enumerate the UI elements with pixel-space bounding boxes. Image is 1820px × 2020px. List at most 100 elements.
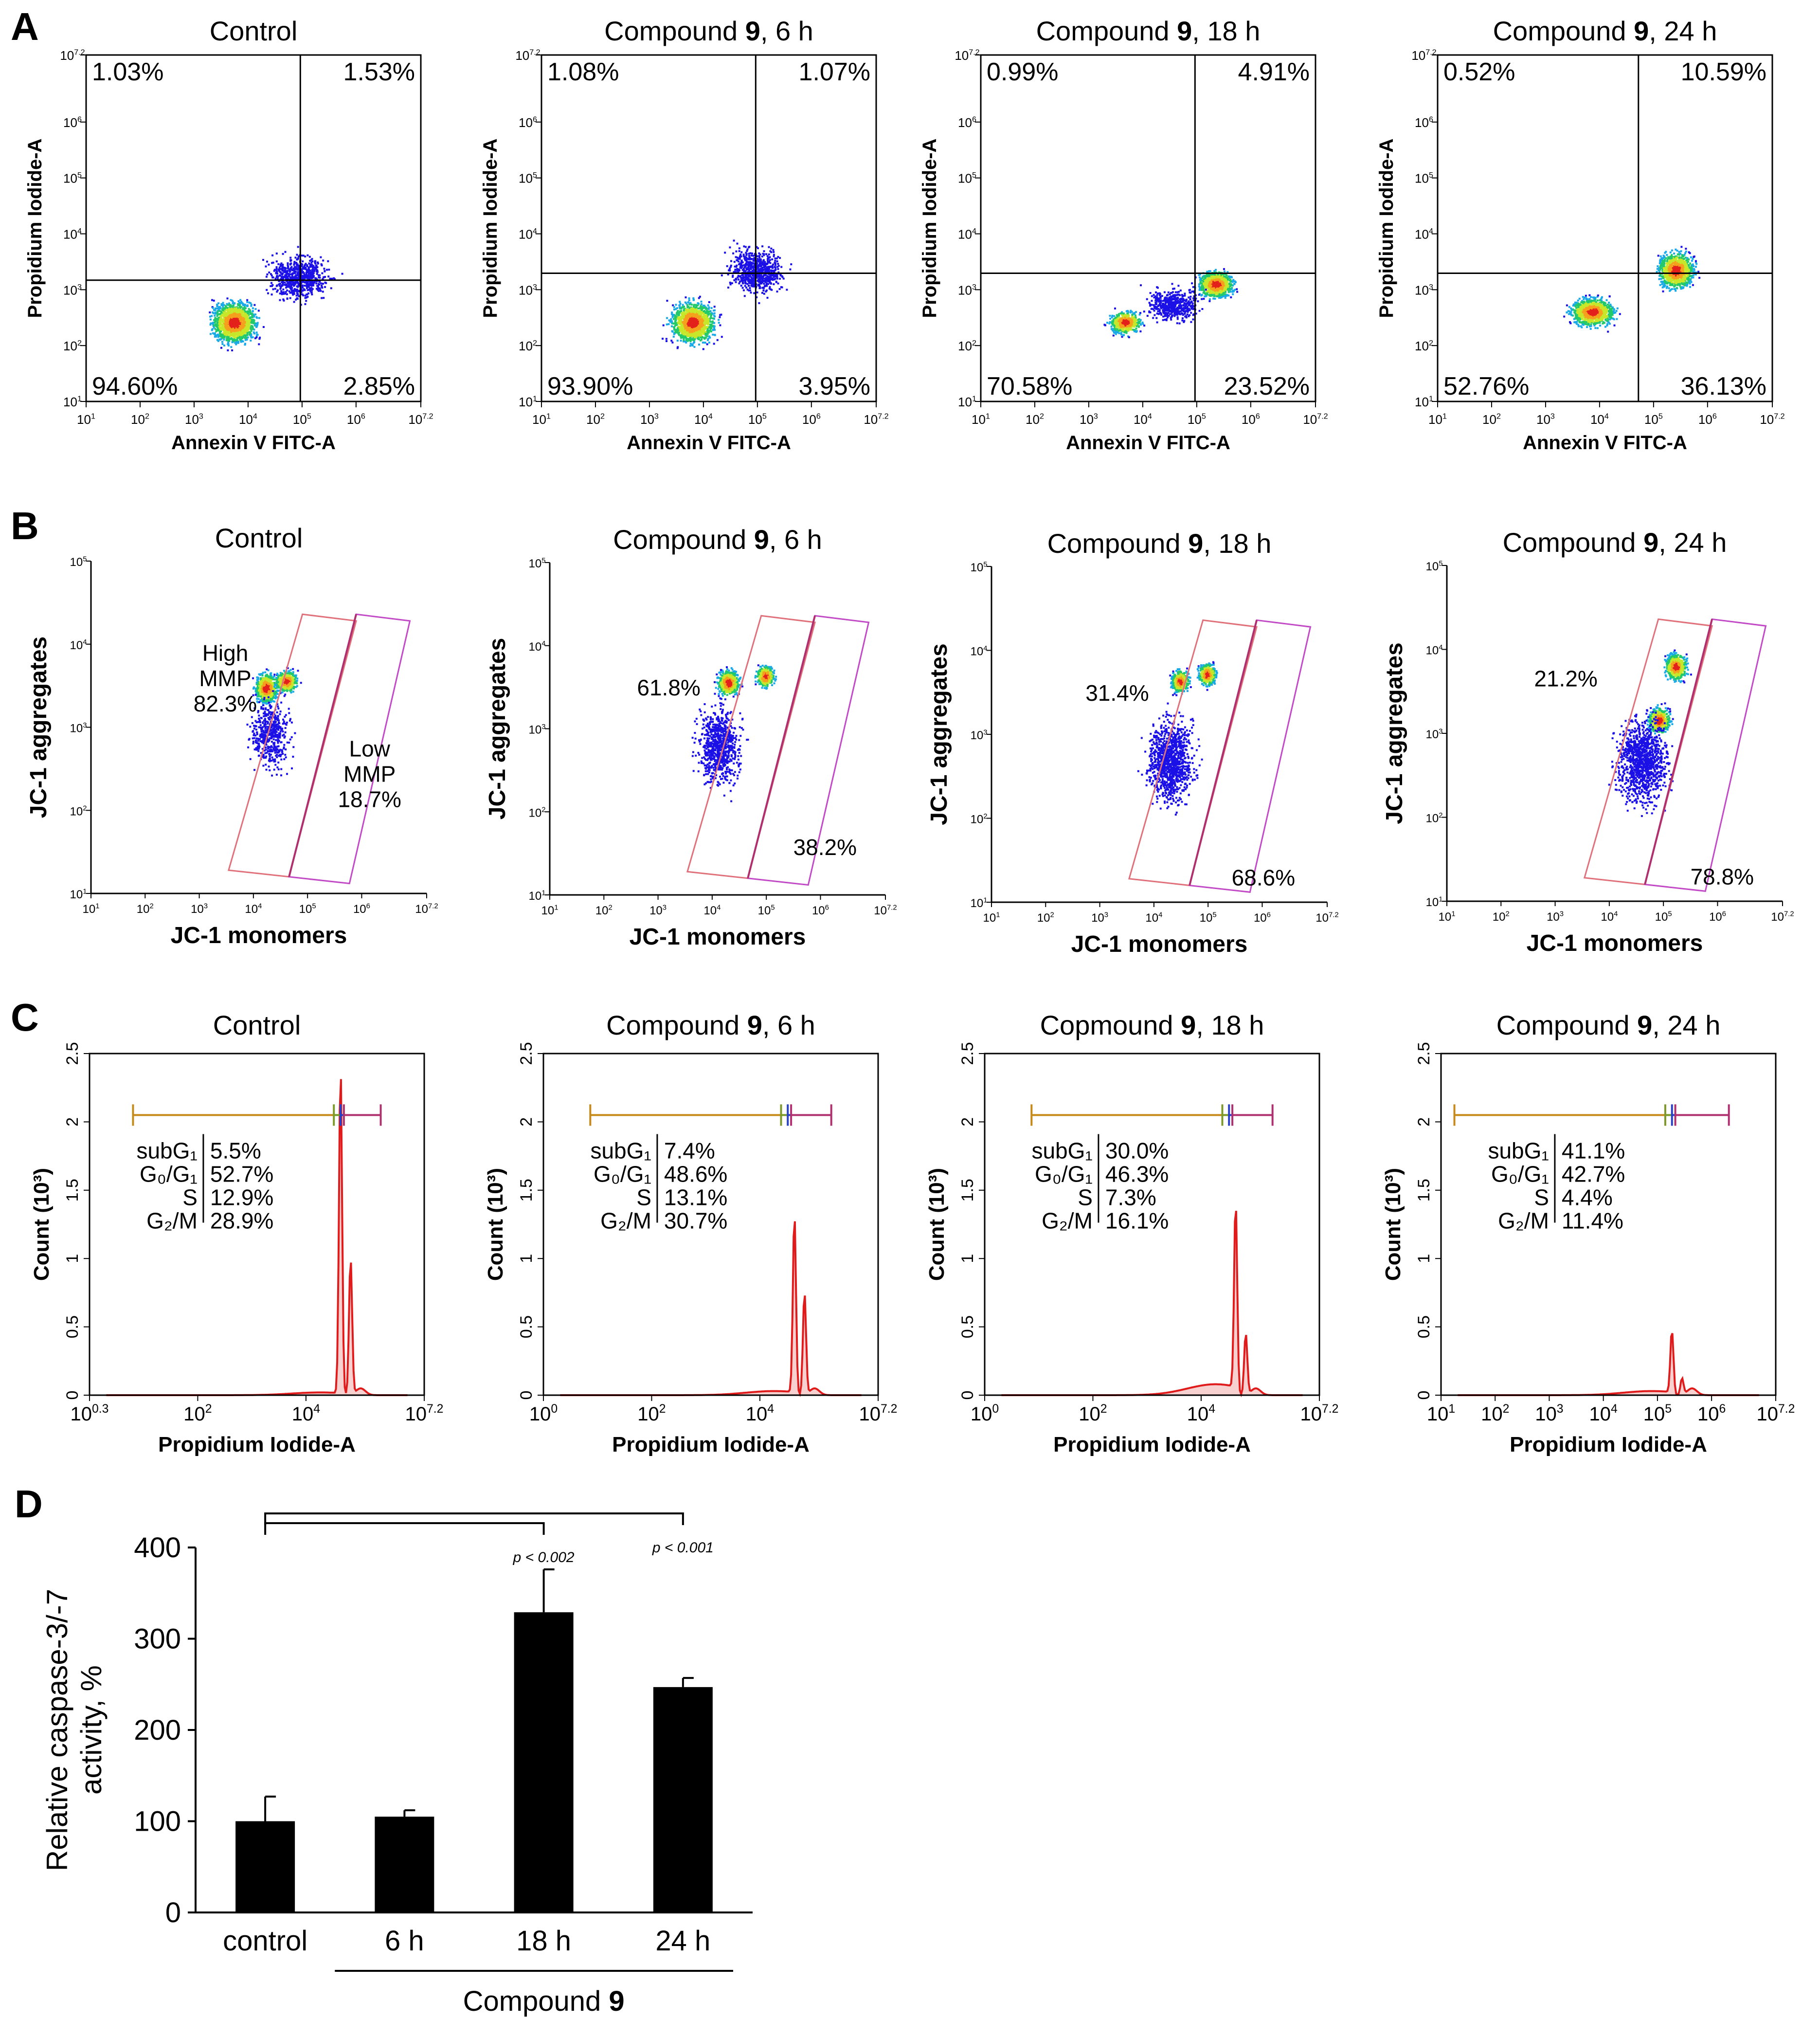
quadrant-upper-left-value: 1.03% [92, 58, 163, 86]
phase-value: 11.4% [1562, 1208, 1623, 1234]
tick-base: 10 [1079, 1403, 1100, 1425]
tick-exponent: 3 [1560, 910, 1564, 918]
phase-label: subG₁ [590, 1138, 651, 1164]
tick-exponent: 1 [986, 412, 990, 421]
tick-exponent: 5 [1202, 412, 1206, 421]
tick-exponent: 2 [1050, 911, 1054, 919]
tick-base: 10 [1415, 115, 1429, 130]
event-scatter [1103, 268, 1239, 339]
tick-base: 10 [529, 724, 542, 737]
y-tick-label: 1.5 [1415, 1179, 1433, 1201]
significance-bracket-2: p < 0.001 [264, 1512, 714, 1556]
tick-exponent: 4 [708, 412, 713, 421]
tick-base: 10 [63, 227, 77, 241]
tick-base: 10 [1643, 1403, 1665, 1425]
y-axis-label: Propidium Iodide-A [1376, 139, 1397, 318]
phase-value: 28.9% [210, 1208, 273, 1234]
y-tick-label: 104 [529, 640, 546, 654]
annexin-plot-4: Compound 9, 24 h 0.52% 10.59% 52.76% 36.13% 1… [1376, 16, 1785, 454]
y-tick-label: 107.2 [60, 48, 85, 63]
x-tick-label: 104 [1134, 412, 1152, 427]
y-tick-label: 107.2 [955, 48, 979, 63]
y-tick-label: 0 [1415, 1391, 1433, 1400]
tick-base: 10 [1026, 412, 1040, 427]
tick-base: 10 [185, 412, 199, 427]
y-tick-label: 102 [958, 339, 976, 353]
tick-base: 10 [972, 412, 986, 427]
tick-base: 10 [1655, 910, 1668, 924]
tick-exponent: 4 [1611, 1402, 1618, 1416]
x-tick-label: 102 [595, 904, 613, 917]
tick-exponent: 0 [551, 1402, 558, 1416]
tick-exponent: 5 [307, 412, 311, 421]
x-tick-label: 102 [131, 412, 149, 427]
y-axis-label: Count (10³) [925, 1168, 949, 1281]
x-tick-label: 104 [694, 412, 713, 427]
category-label: 18 h [516, 1925, 571, 1957]
y-tick-label: 2.5 [63, 1042, 82, 1065]
x-tick-label: 102 [1493, 910, 1510, 924]
y-tick-label: 103 [519, 283, 537, 297]
tick-exponent: 2 [541, 806, 545, 814]
tick-base: 10 [415, 903, 428, 916]
bracket-line [264, 1512, 684, 1525]
x-tick-label: 105 [1643, 1402, 1672, 1425]
plot-title: Compound 9, 24 h [1503, 527, 1727, 558]
y-tick-label: 103 [70, 722, 87, 735]
tick-exponent: 5 [972, 171, 976, 180]
y-tick-label: 104 [70, 638, 87, 652]
x-tick-label: 107.2 [864, 412, 888, 427]
x-tick-label: 105 [293, 412, 311, 427]
x-tick-label: 107.2 [415, 902, 438, 916]
tick-base: 10 [1091, 911, 1104, 925]
tick-exponent: 4 [541, 640, 545, 648]
x-tick-label: 101 [983, 911, 1000, 925]
y-axis-label: Propidium Iodide-A [24, 139, 46, 318]
bar [514, 1612, 574, 1912]
tick-exponent: 1 [972, 395, 976, 403]
title-time: , 24 h [1649, 16, 1717, 46]
gate-divider [747, 615, 816, 879]
tick-exponent: 5 [1429, 171, 1433, 180]
tick-exponent: 3 [77, 283, 82, 291]
y-tick-label: 105 [958, 171, 976, 185]
title-time: , 6 h [760, 16, 813, 46]
tick-exponent: 4 [533, 227, 537, 236]
phase-label: G₀/G₁ [140, 1162, 198, 1187]
phase-label: G₂/M [1042, 1208, 1093, 1234]
tick-base: 10 [1590, 412, 1604, 427]
jc1-plot-3: Compound 9, 18 h31.4%68.6%101 102 103 104 10… [926, 528, 1339, 957]
y-tick-label: 102 [1415, 339, 1433, 353]
x-axis-label: Annexin V FITC-A [1066, 432, 1230, 454]
y-tick-label: 105 [1426, 560, 1443, 573]
y-tick-label: 104 [958, 227, 976, 241]
high-mmp-label: 21.2% [1534, 666, 1597, 691]
tick-base: 10 [971, 1403, 992, 1425]
quadrant-upper-right-value: 1.07% [799, 58, 870, 86]
tick-exponent: 7.2 [74, 48, 85, 57]
y-tick-label: 104 [1415, 227, 1433, 241]
quadrant-lower-right-value: 2.85% [343, 372, 415, 400]
tick-exponent: 4 [972, 227, 976, 236]
x-tick-label: 105 [1655, 910, 1672, 924]
plot-frame [89, 1053, 425, 1396]
tick-base: 10 [1439, 910, 1452, 924]
tick-exponent: 6 [972, 115, 976, 124]
tick-base: 10 [874, 904, 887, 917]
x-tick-label: 102 [1037, 911, 1054, 925]
tick-base: 10 [532, 412, 546, 427]
y-tick-label: 106 [519, 115, 537, 129]
y-tick-label: 103 [63, 283, 82, 297]
x-tick-label: 101 [83, 902, 100, 916]
x-tick-label: 102 [1482, 412, 1501, 427]
x-tick-label: 107.2 [859, 1402, 898, 1425]
x-tick-label: 107.2 [1303, 412, 1328, 427]
tick-base: 10 [958, 171, 972, 186]
x-tick-label: 103 [1091, 911, 1108, 925]
tick-base: 10 [971, 561, 984, 574]
tick-base: 10 [1757, 1403, 1779, 1425]
tick-exponent: 5 [983, 561, 987, 568]
tick-base: 10 [519, 171, 533, 186]
tick-exponent: 7.2 [422, 412, 433, 421]
